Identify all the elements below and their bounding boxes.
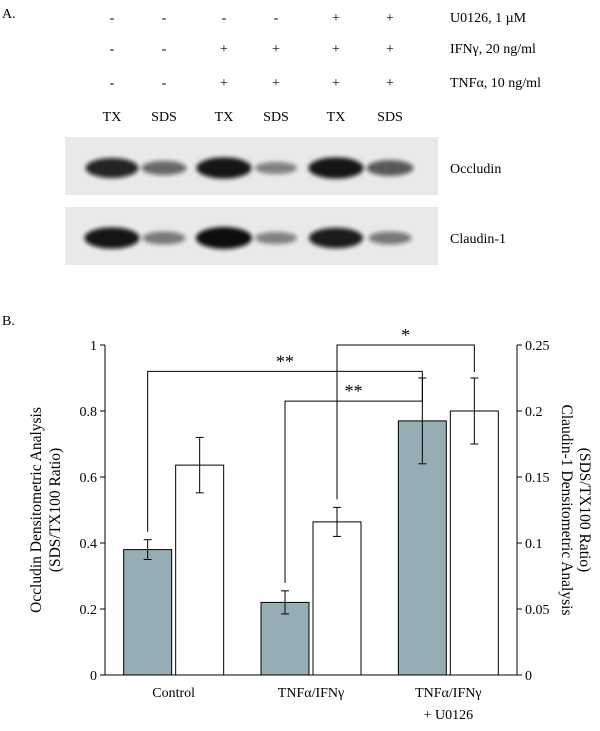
treatment-sign: -	[110, 76, 115, 91]
right-tick-label: 0.05	[525, 603, 550, 618]
blot-band	[368, 231, 412, 245]
treatment-label: IFNγ, 20 ng/ml	[450, 42, 536, 57]
treatment-sign: -	[222, 11, 227, 26]
treatment-sign: +	[386, 76, 394, 91]
left-y-axis-title-line1: Occludin Densitometric Analysis	[28, 407, 45, 613]
significance-label: *	[401, 325, 410, 345]
blot-band	[85, 158, 139, 178]
significance-brackets: *****	[147, 325, 475, 583]
lane-label: SDS	[151, 110, 177, 125]
blot-band	[308, 157, 364, 179]
lane-label: SDS	[377, 110, 403, 125]
treatment-sign: -	[162, 11, 167, 26]
significance-label: **	[345, 381, 363, 401]
treatment-sign: -	[110, 42, 115, 57]
right-tick-label: 0	[525, 669, 532, 684]
blot-images: Occludin Claudin-1	[65, 137, 506, 265]
right-tick-label: 0.15	[525, 471, 550, 486]
claudin-bar	[175, 464, 225, 676]
left-tick-label: 0	[90, 669, 97, 684]
x-tick-label: Control	[152, 686, 195, 701]
lane-label: SDS	[263, 110, 289, 125]
treatment-sign: -	[162, 76, 167, 91]
significance-bracket	[336, 344, 475, 500]
treatment-sign: +	[272, 76, 280, 91]
blot-band	[141, 160, 187, 176]
treatment-sign: +	[332, 76, 340, 91]
blot-band	[255, 231, 297, 245]
treatment-sign: -	[162, 42, 167, 57]
left-y-axis-title-line2: (SDS/TX100 Ratio)	[47, 448, 64, 572]
right-tick-label: 0.1	[525, 537, 543, 552]
claudin-bar	[312, 521, 362, 676]
x-tick-label: + U0126	[424, 708, 474, 723]
treatment-sign: +	[386, 11, 394, 26]
blot-band	[196, 157, 252, 179]
left-tick-label: 0.8	[80, 405, 98, 420]
x-tick-label: TNFα/IFNγ	[415, 686, 481, 701]
treatment-label: U0126, 1 µM	[450, 11, 527, 26]
treatment-sign: -	[110, 11, 115, 26]
right-tick-label: 0.2	[525, 405, 543, 420]
treatment-sign: -	[274, 11, 279, 26]
panel-a-label: A.	[2, 7, 16, 22]
right-y-axis-title-line2: (SDS/TX100 Ratio)	[576, 448, 593, 572]
panel-b-label: B.	[2, 314, 15, 329]
treatment-sign: +	[272, 42, 280, 57]
lane-label: TX	[327, 110, 346, 125]
x-tick-label: TNFα/IFNγ	[278, 686, 344, 701]
blot-band	[309, 227, 363, 249]
blot-label: Claudin-1	[450, 232, 506, 247]
panel-a-western-blot: A. - - - - + + U0126, 1 µM - - + + + + IFNγ, 20 ng/ml…	[2, 7, 541, 265]
blot-band	[366, 160, 414, 176]
left-tick-label: 0.2	[80, 603, 98, 618]
significance-label: **	[276, 351, 294, 371]
blot-band	[255, 161, 297, 175]
treatment-sign: +	[220, 42, 228, 57]
blot-band	[84, 227, 140, 249]
treatment-sign: +	[220, 76, 228, 91]
significance-bracket	[147, 370, 423, 532]
treatment-sign: +	[332, 42, 340, 57]
treatment-table: - - - - + + U0126, 1 µM - - + + + + IFNγ, 20 ng/ml - - +…	[110, 11, 541, 91]
x-axis: Control TNFα/IFNγ TNFα/IFNγ + U0126	[105, 674, 517, 723]
treatment-label: TNFα, 10 ng/ml	[450, 76, 541, 91]
left-tick-label: 0.6	[80, 471, 98, 486]
lane-labels: TX SDS TX SDS TX SDS	[103, 110, 403, 125]
lane-label: TX	[215, 110, 234, 125]
blot-band	[196, 227, 252, 249]
blot-label: Occludin	[450, 162, 501, 177]
significance-bracket	[284, 372, 423, 583]
claudin-bar	[449, 410, 499, 676]
left-y-axis: 0 0.2 0.4 0.6 0.8 1	[80, 339, 106, 684]
occludin-bar	[123, 549, 173, 676]
treatment-sign: +	[332, 11, 340, 26]
right-y-axis-title-line1: Claudin-1 Densitometric Analysis	[558, 405, 575, 616]
treatment-sign: +	[386, 42, 394, 57]
right-tick-label: 0.25	[525, 339, 550, 354]
bars	[123, 377, 499, 676]
blot-band	[142, 231, 186, 245]
left-tick-label: 1	[90, 339, 97, 354]
panel-b-bar-chart: B. Occludin Densitometric Analysis (SDS/…	[2, 314, 593, 723]
left-tick-label: 0.4	[80, 537, 98, 552]
lane-label: TX	[103, 110, 122, 125]
right-y-axis: 0 0.05 0.1 0.15 0.2 0.25	[516, 339, 550, 684]
